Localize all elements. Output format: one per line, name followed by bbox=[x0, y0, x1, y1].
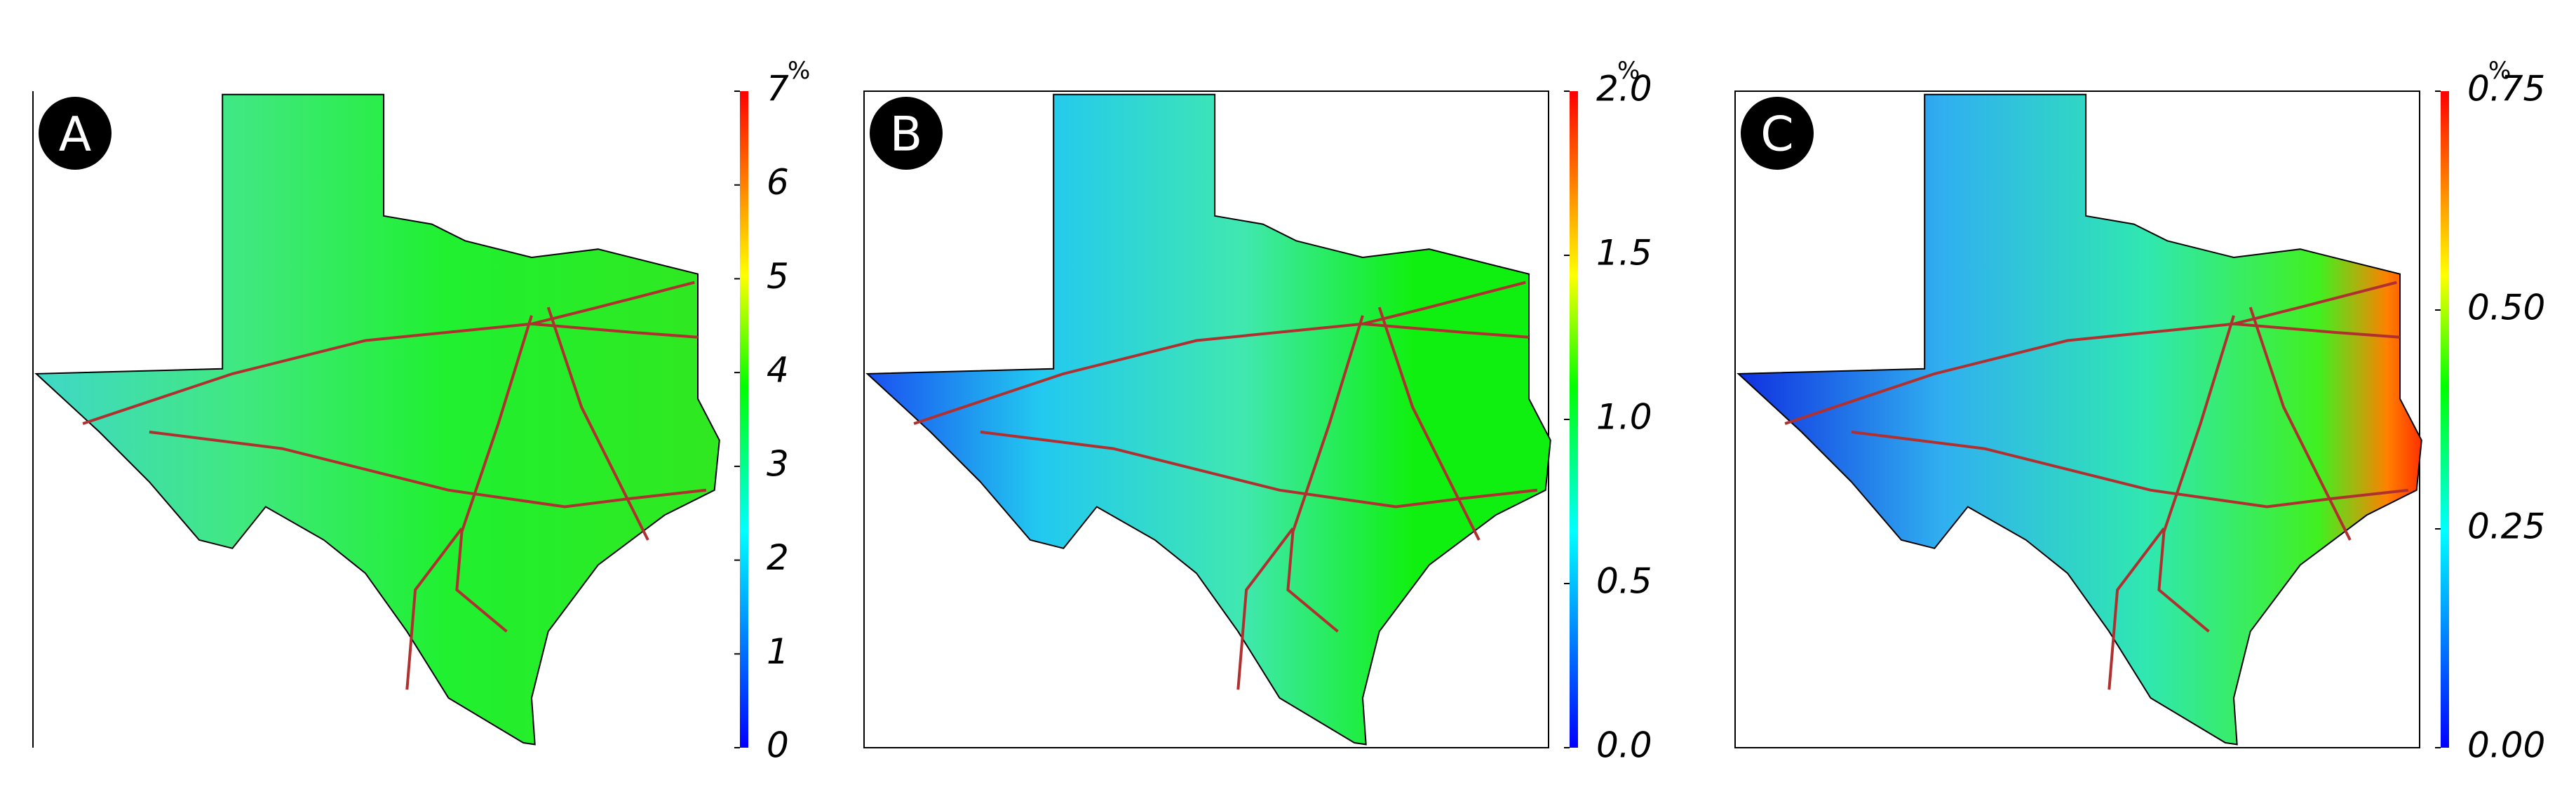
colorbar-unit: % bbox=[1617, 57, 1640, 85]
panel-badge bbox=[39, 97, 112, 170]
colorbar-tick-label: 3 bbox=[767, 443, 789, 484]
colorbar-tick-label: 1.5 bbox=[1596, 233, 1652, 274]
highway bbox=[1236, 527, 1295, 690]
map-frame bbox=[863, 90, 1549, 748]
map bbox=[865, 93, 1551, 746]
highway bbox=[1362, 281, 1526, 325]
colorbar-tick-label: 0.50 bbox=[2467, 288, 2545, 328]
colorbar-unit: % bbox=[788, 57, 810, 85]
colorbar-tick-label: 0.25 bbox=[2467, 506, 2545, 547]
highway bbox=[2248, 307, 2352, 541]
panel-label: A bbox=[59, 107, 92, 163]
highway bbox=[546, 307, 649, 541]
highway bbox=[1377, 307, 1481, 541]
colorbar-tick-label: 2 bbox=[767, 537, 789, 578]
panel-badge bbox=[1741, 97, 1814, 170]
map bbox=[34, 93, 720, 746]
colorbar bbox=[2441, 91, 2449, 748]
colorbar-tick-label: 1 bbox=[767, 631, 789, 672]
highway bbox=[82, 322, 699, 425]
highway bbox=[1784, 322, 2401, 425]
colorbar-tick-label: 1.0 bbox=[1596, 397, 1652, 438]
highway bbox=[913, 322, 1530, 425]
highway bbox=[405, 527, 464, 690]
colorbar-tick-label: 0.00 bbox=[2467, 725, 2545, 766]
colorbar-tick-label: 0.0 bbox=[1596, 725, 1652, 766]
highway bbox=[1286, 315, 1364, 633]
highway bbox=[2157, 315, 2235, 633]
highway bbox=[149, 430, 707, 509]
highway bbox=[2108, 527, 2166, 690]
colorbar bbox=[740, 91, 748, 748]
highway bbox=[1851, 430, 2409, 509]
colorbar-tick-label: 4 bbox=[767, 350, 789, 391]
colorbar-tick-label: 0 bbox=[767, 725, 789, 766]
colorbar-unit: % bbox=[2488, 57, 2511, 85]
map bbox=[1737, 93, 2422, 746]
colorbar-tick-label: 7 bbox=[767, 69, 789, 109]
highway bbox=[980, 430, 1538, 509]
highway bbox=[455, 315, 533, 633]
colorbar-tick-label: 5 bbox=[767, 256, 789, 297]
colorbar-tick-label: 0.75 bbox=[2467, 69, 2545, 109]
colorbar-tick-label: 6 bbox=[767, 162, 789, 203]
colorbar-tick-label: 0.5 bbox=[1596, 561, 1652, 602]
panel-badge bbox=[870, 97, 943, 170]
panel-label: C bbox=[1760, 107, 1793, 163]
highway bbox=[2233, 281, 2397, 325]
texas-map bbox=[34, 93, 720, 746]
colorbar-tick-label: 2.0 bbox=[1596, 69, 1652, 109]
texas-map bbox=[865, 93, 1551, 746]
colorbar bbox=[1570, 91, 1578, 748]
panel-label: B bbox=[890, 107, 923, 163]
highway bbox=[531, 281, 695, 325]
map-frame bbox=[1734, 90, 2420, 748]
texas-map bbox=[1737, 93, 2422, 746]
